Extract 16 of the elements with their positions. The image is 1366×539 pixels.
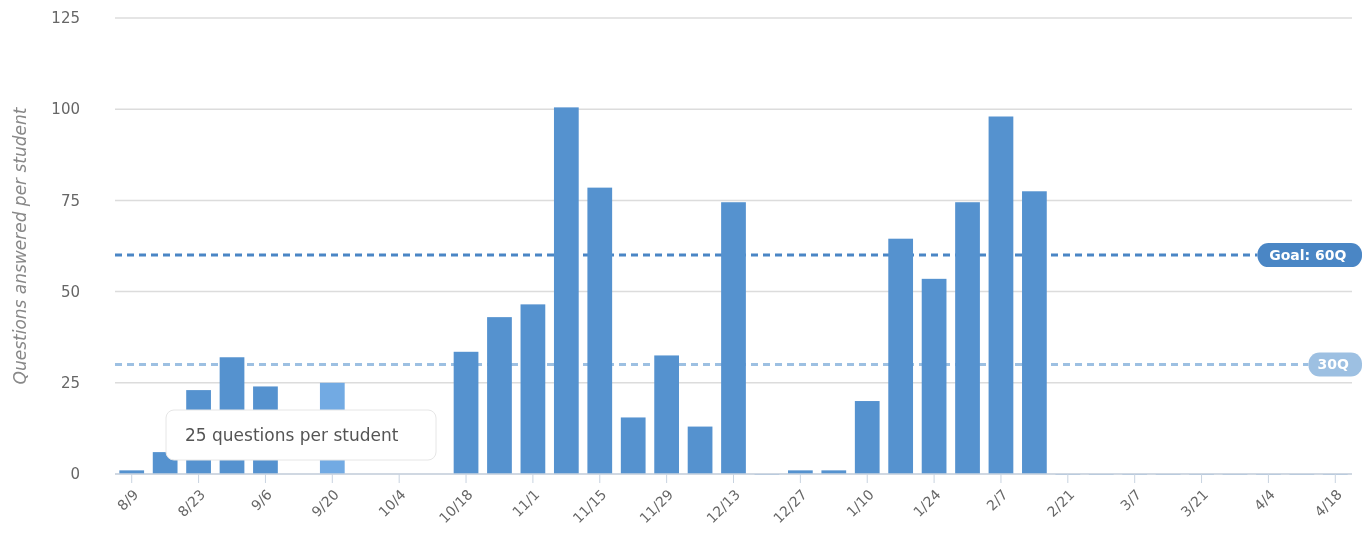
y-tick-label: 50 bbox=[60, 282, 80, 301]
y-tick-label: 0 bbox=[70, 465, 80, 484]
ref-line-label: 30Q bbox=[1317, 356, 1350, 373]
annotation: 25 questions per student bbox=[185, 424, 399, 445]
x-tick-label: 8/9 bbox=[114, 486, 142, 514]
y-tick-label: 25 bbox=[60, 374, 80, 393]
ref-line-label: Goal: 60Q bbox=[1269, 247, 1347, 264]
y-tick-label: 75 bbox=[60, 191, 80, 210]
y-tick-label: 125 bbox=[51, 9, 80, 28]
tooltip-box: 25 questions per student bbox=[165, 409, 437, 461]
x-tick-label: 2/7 bbox=[983, 486, 1011, 514]
y-axis-title: Questions answered per student bbox=[10, 106, 30, 385]
y-tick-label: 100 bbox=[51, 100, 80, 119]
x-tick-label: 9/6 bbox=[247, 486, 276, 514]
x-tick-label: 4/4 bbox=[1250, 486, 1279, 514]
x-tick-label: 3/7 bbox=[1117, 486, 1145, 514]
